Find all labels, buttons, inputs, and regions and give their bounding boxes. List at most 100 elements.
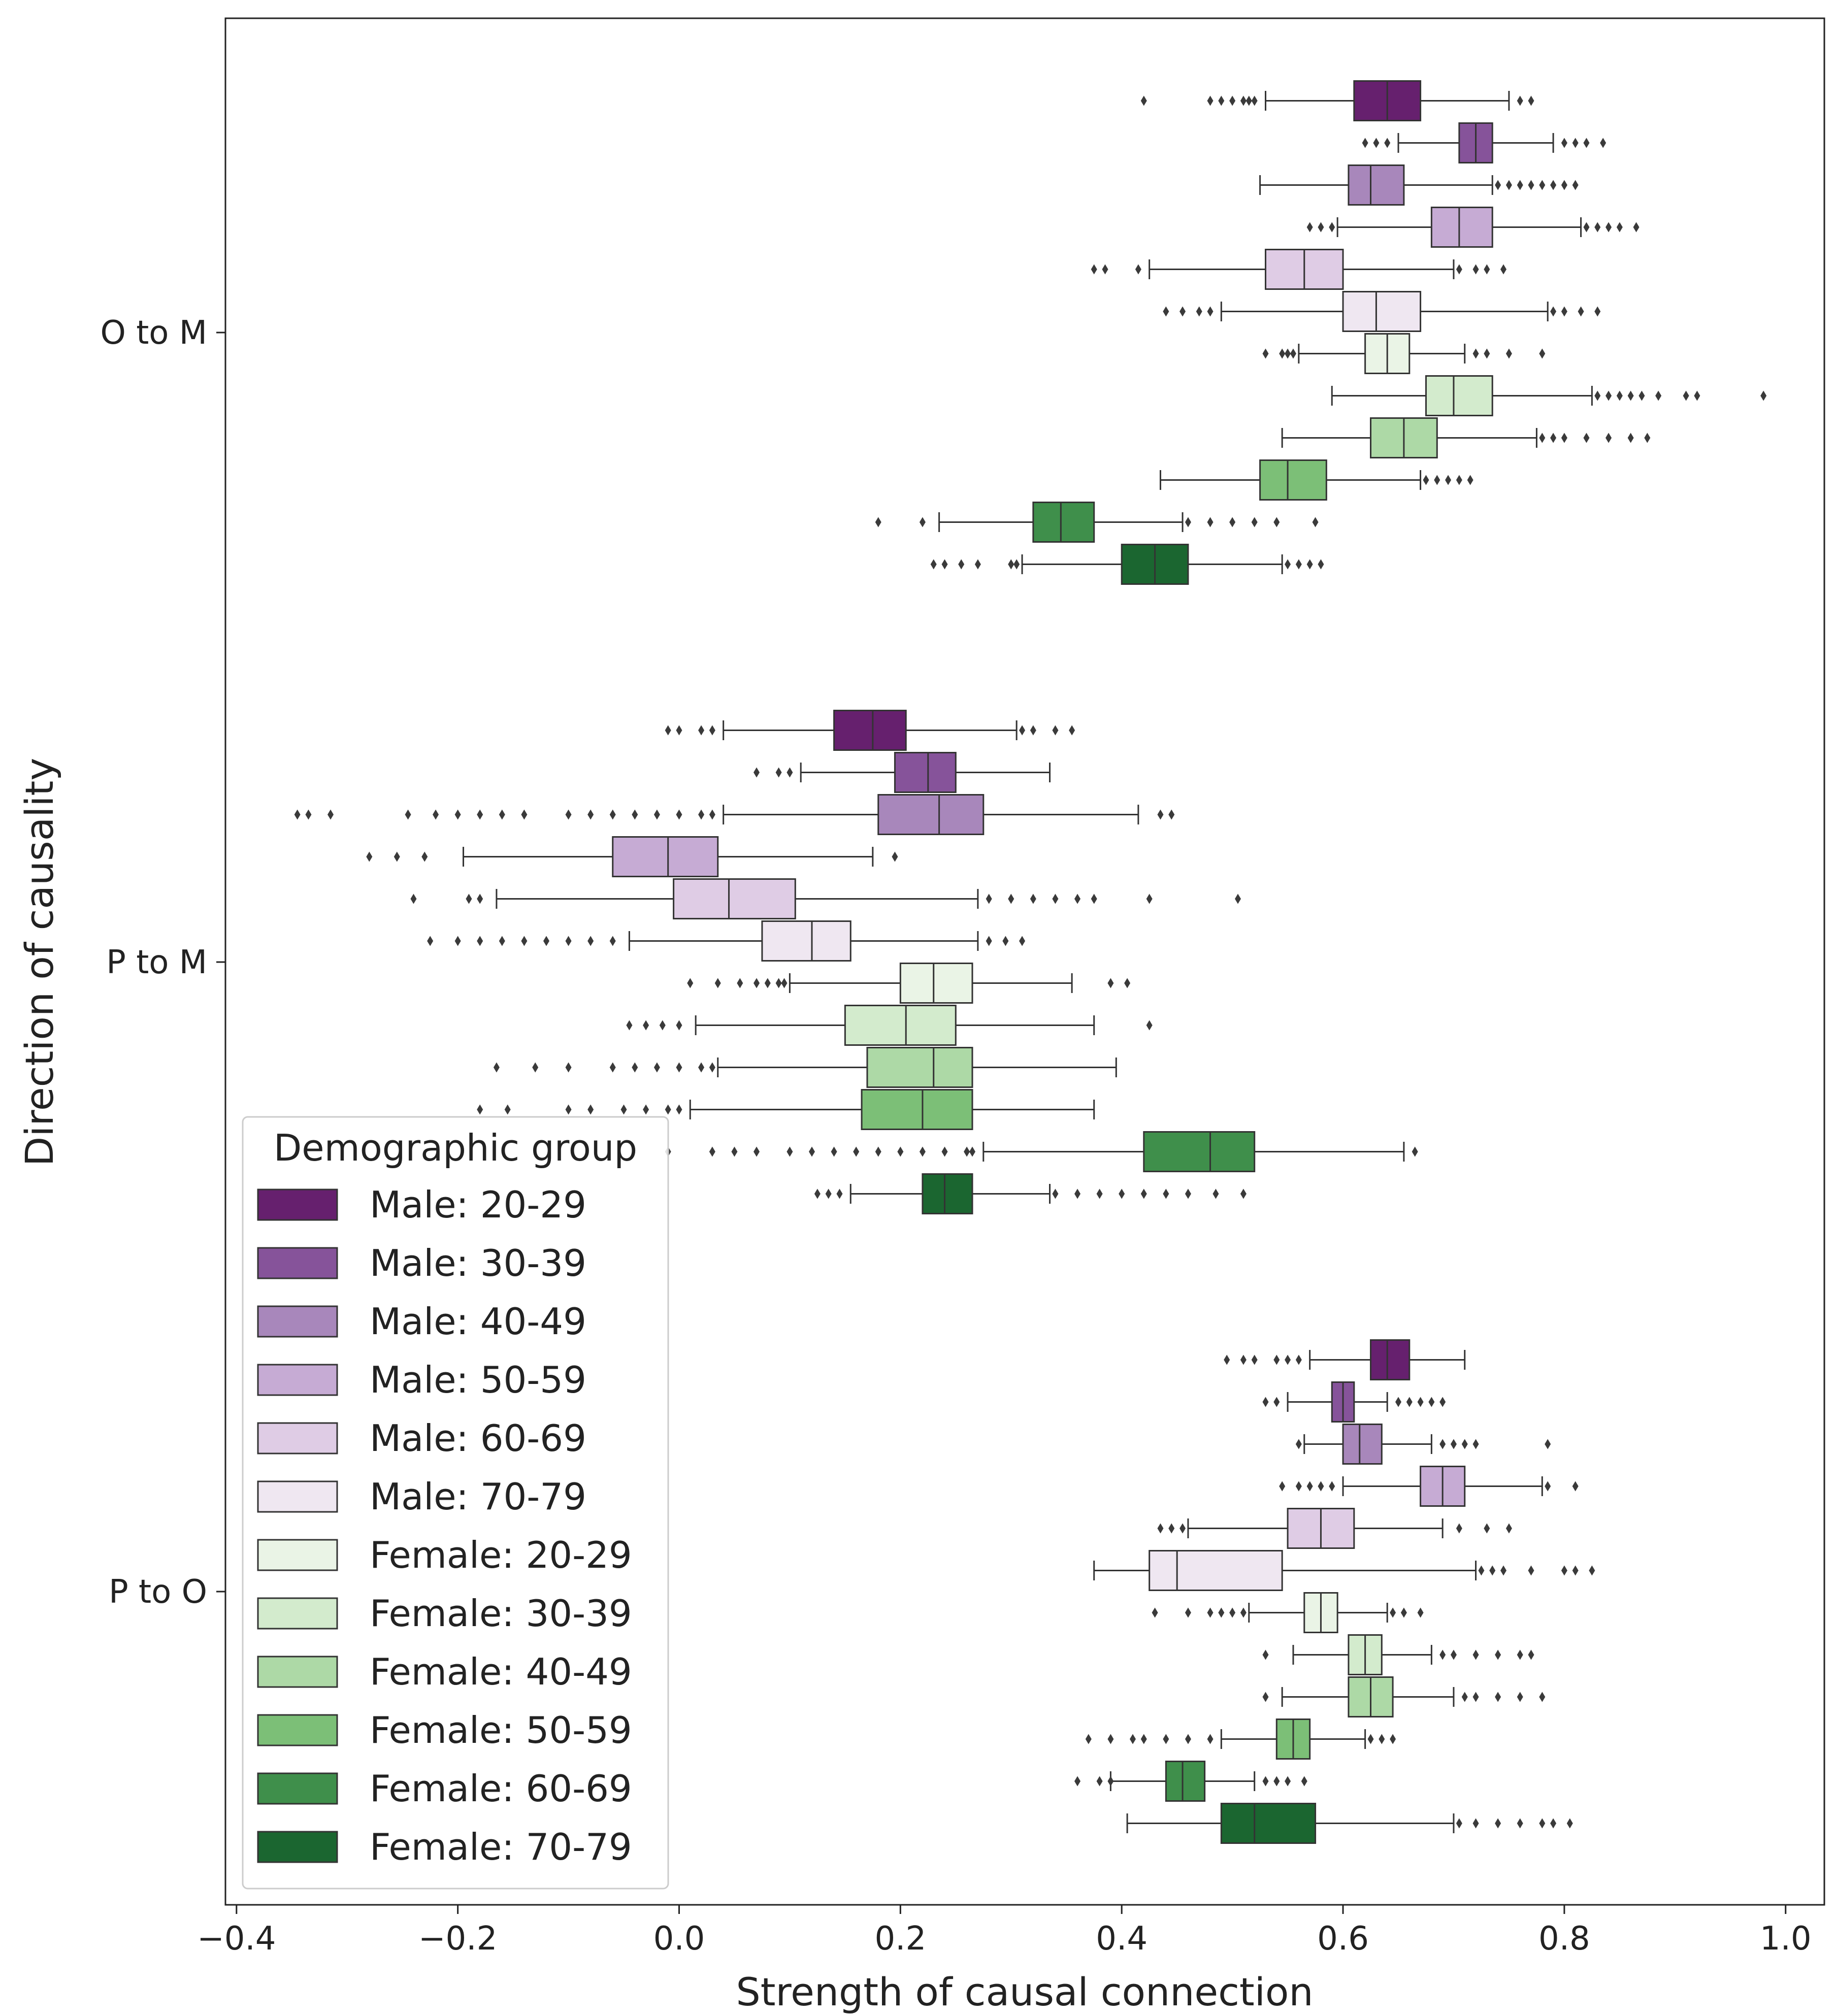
outlier-point [1406,1397,1413,1407]
legend-label: Male: 60-69 [370,1417,586,1460]
box-0-9 [1159,459,1473,501]
outlier-point [1616,390,1623,401]
x-tick-label: 0.8 [1538,1920,1590,1958]
outlier-point [1240,1188,1247,1199]
outlier-point [808,1146,815,1157]
box-iqr [612,836,719,877]
box-0-7 [1331,375,1767,416]
outlier-point [1207,1734,1214,1744]
outlier-point [753,767,760,778]
outlier-point [1285,1354,1291,1365]
outlier-point [1019,936,1026,946]
plot-marks [294,80,1767,1844]
outlier-point [1461,1692,1468,1702]
box-2-3 [1279,1466,1579,1507]
outlier-point [676,1062,682,1073]
outlier-point [1545,1439,1551,1449]
outlier-point [1329,222,1335,233]
box-1-9 [477,1089,1095,1130]
outlier-point [941,1146,948,1157]
outlier-point [477,936,483,946]
outlier-point [1539,1818,1546,1829]
x-tick-label: 0.0 [653,1920,705,1958]
outlier-point [814,1188,821,1199]
outlier-point [421,851,428,862]
outlier-point [1639,390,1645,401]
box-1-5 [427,920,1026,962]
outlier-point [1572,1481,1579,1492]
outlier-point [1400,1607,1407,1618]
box-iqr [1342,291,1422,332]
outlier-point [1240,1354,1247,1365]
outlier-point [1583,222,1590,233]
outlier-point [521,809,528,820]
legend-swatch [257,1772,338,1805]
outlier-point [1367,1734,1374,1744]
outlier-point [626,1020,633,1031]
outlier-point [1074,1776,1081,1787]
outlier-point [930,559,937,570]
outlier-point [676,1020,682,1031]
outlier-point [974,559,981,570]
outlier-point [620,1104,627,1115]
outlier-point [1539,433,1546,443]
outlier-point [587,809,594,820]
outlier-point [1572,180,1579,190]
outlier-point [1140,95,1147,106]
outlier-point [1129,1734,1136,1744]
legend-swatch [257,1714,338,1746]
outlier-point [1600,138,1607,148]
outlier-point [1561,433,1567,443]
outlier-point [1583,138,1590,148]
outlier-point [1528,95,1534,106]
outlier-point [1605,222,1612,233]
box-0-11 [930,544,1324,585]
outlier-point [1279,348,1286,359]
box-iqr [877,794,985,835]
outlier-point [1428,1397,1435,1407]
outlier-point [1091,264,1097,275]
outlier-point [676,809,682,820]
outlier-point [753,1146,760,1157]
box-1-3 [366,836,898,877]
outlier-point [1030,725,1036,736]
box-1-7 [626,1005,1153,1046]
outlier-point [714,978,721,988]
legend-swatch [257,1422,338,1455]
outlier-point [1566,1818,1573,1829]
outlier-point [709,1062,715,1073]
box-1-1 [753,752,1051,793]
box-1-6 [687,963,1131,1004]
outlier-point [1030,894,1036,904]
outlier-point [1107,1776,1114,1787]
box-iqr [861,1089,973,1130]
outlier-point [1229,1607,1236,1618]
outlier-point [1140,1734,1147,1744]
outlier-point [1395,1397,1401,1407]
outlier-point [1246,95,1252,106]
outlier-point [1539,180,1546,190]
box-iqr [1342,1424,1383,1465]
outlier-point [1517,1649,1523,1660]
outlier-point [1102,264,1108,275]
outlier-point [1572,138,1579,148]
outlier-point [1295,1481,1302,1492]
box-iqr [1165,1761,1206,1802]
legend-swatch [257,1188,338,1221]
box-2-1 [1262,1381,1446,1423]
outlier-point [632,809,638,820]
outlier-point [1467,475,1473,485]
outlier-point [587,1104,594,1115]
box-0-10 [875,502,1319,543]
outlier-point [1262,1649,1269,1660]
outlier-point [1163,1188,1169,1199]
box-2-7 [1262,1634,1534,1675]
box-iqr [1143,1131,1256,1172]
outlier-point [1627,433,1634,443]
outlier-point [1412,1146,1418,1157]
outlier-point [709,809,715,820]
box-iqr [1430,207,1493,248]
outlier-point [1146,1020,1153,1031]
legend-label: Female: 50-59 [370,1709,632,1751]
box-0-8 [1281,417,1651,458]
